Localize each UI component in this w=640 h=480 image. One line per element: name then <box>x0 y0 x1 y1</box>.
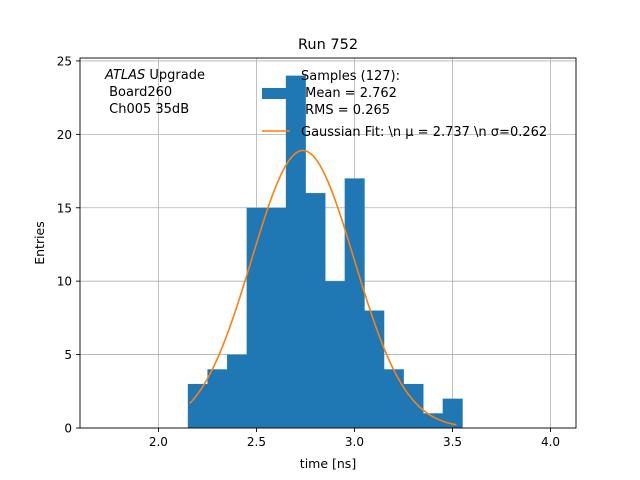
annotation-atlas: ATLAS <box>104 68 145 83</box>
histogram-bar <box>442 398 463 428</box>
plot-area-frame <box>79 57 577 429</box>
y-tick-label: 10 <box>57 275 72 289</box>
histogram-bar <box>423 413 444 428</box>
chart-title: Run 752 <box>298 37 358 53</box>
legend-fit-label: Gaussian Fit: \n μ = 2.737 \n σ=0.262 <box>301 125 547 140</box>
histogram-bar <box>207 369 228 428</box>
legend-samples-line-2: Mean = 2.762 <box>301 86 397 101</box>
histogram-bar <box>187 383 208 428</box>
histogram-bars <box>187 75 463 428</box>
histogram-bar <box>383 369 404 428</box>
y-tick-label: 15 <box>57 201 72 215</box>
y-axis-ticks: 0 5 10 15 20 25 <box>57 54 80 436</box>
x-tick-label: 3.5 <box>443 435 462 449</box>
annotation-channel: Ch005 35dB <box>105 102 189 117</box>
x-axis-ticks: 2.0 2.5 3.0 3.5 4.0 <box>149 428 560 449</box>
histogram-bar <box>305 193 326 428</box>
histogram-bar <box>246 207 267 428</box>
y-tick-label: 0 <box>64 422 72 436</box>
histogram-bar <box>285 75 306 428</box>
x-tick-label: 2.5 <box>247 435 266 449</box>
legend-samples-line-1: Samples (127): <box>301 69 400 84</box>
x-tick-label: 3.0 <box>345 435 364 449</box>
histogram-bar <box>325 281 346 428</box>
histogram-bar <box>266 207 287 428</box>
y-tick-label: 20 <box>57 128 72 142</box>
x-axis-label: time [ns] <box>300 456 356 471</box>
y-axis-label: Entries <box>32 221 47 265</box>
gaussian-fit <box>189 149 457 426</box>
legend-samples-swatch <box>262 88 290 99</box>
atlas-annotation: ATLAS Upgrade Board260 Ch005 35dB <box>104 68 205 117</box>
y-tick-label: 25 <box>57 54 72 68</box>
annotation-upgrade: Upgrade <box>145 68 205 83</box>
gaussian-fit-curve <box>189 149 457 426</box>
svg-text:ATLAS Upgrade: ATLAS Upgrade <box>104 68 205 83</box>
x-tick-label: 2.0 <box>149 435 168 449</box>
histogram-bar <box>227 354 248 428</box>
legend-samples-line-3: RMS = 0.265 <box>301 103 390 118</box>
histogram-bar <box>364 310 385 428</box>
legend: Samples (127): Mean = 2.762 RMS = 0.265 … <box>262 69 547 140</box>
histogram-bar <box>344 178 365 428</box>
x-tick-label: 4.0 <box>541 435 560 449</box>
annotation-board: Board260 <box>105 85 172 100</box>
y-tick-label: 5 <box>64 348 72 362</box>
